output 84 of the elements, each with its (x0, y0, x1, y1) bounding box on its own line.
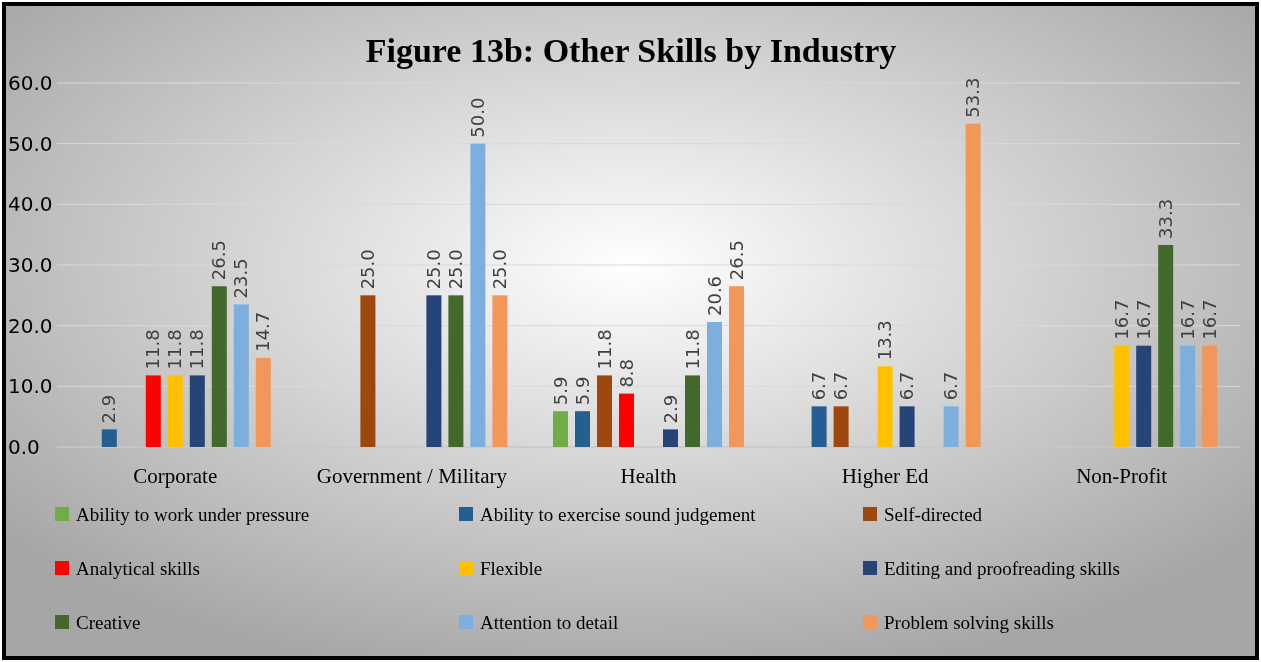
data-label: 25.0 (422, 249, 444, 290)
data-label: 11.8 (681, 329, 703, 370)
bar (1136, 345, 1152, 447)
legend-label: Ability to exercise sound judgement (480, 504, 757, 525)
data-label: 6.7 (830, 371, 852, 401)
data-label: 11.8 (164, 329, 186, 370)
y-tick-label: 60.0 (8, 71, 53, 95)
data-label: 6.7 (940, 371, 962, 401)
bar (189, 375, 205, 447)
legend-label: Analytical skills (76, 558, 201, 579)
bar (167, 375, 183, 447)
data-label: 25.0 (356, 249, 378, 290)
data-label: 2.9 (98, 394, 120, 424)
data-label: 26.5 (725, 240, 747, 281)
bar (685, 375, 700, 447)
y-tick-label: 30.0 (8, 253, 53, 277)
bar (1180, 345, 1196, 447)
data-label: 8.8 (615, 358, 637, 388)
x-tick-label: Health (620, 464, 677, 488)
bar (492, 295, 508, 447)
bar (255, 357, 271, 447)
data-label: 25.0 (444, 249, 466, 290)
data-label: 53.3 (962, 77, 984, 118)
x-tick-label: Non-Profit (1076, 464, 1168, 488)
bar (899, 406, 915, 447)
bar (811, 406, 827, 447)
bar (426, 295, 442, 447)
bar (619, 393, 634, 447)
data-label: 50.0 (466, 97, 488, 138)
data-label: 13.3 (874, 320, 896, 361)
data-label: 5.9 (549, 376, 571, 406)
bar (1158, 244, 1174, 447)
bar (877, 366, 893, 447)
data-label: 6.7 (896, 371, 918, 401)
data-label: 14.7 (252, 311, 274, 352)
legend-label: Attention to detail (480, 612, 619, 633)
legend-label: Ability to work under pressure (76, 504, 310, 525)
legend-label: Editing and proofreading skills (884, 558, 1120, 579)
data-label: 20.6 (703, 275, 725, 317)
bar (575, 411, 590, 447)
bar (470, 143, 486, 447)
data-label: 5.9 (571, 376, 593, 406)
legend-label: Flexible (480, 558, 543, 579)
chart-title: Figure 13b: Other Skills by Industry (365, 32, 897, 69)
bar (707, 322, 722, 447)
bar (145, 375, 161, 447)
data-label: 11.8 (142, 329, 164, 370)
data-label: 11.8 (186, 329, 208, 370)
y-tick-label: 20.0 (8, 313, 53, 338)
x-tick-label: Higher Ed (841, 464, 930, 488)
bar (553, 411, 568, 447)
data-label: 11.8 (593, 329, 615, 370)
data-label: 16.7 (1176, 299, 1198, 340)
legend-label: Creative (76, 612, 141, 633)
data-label: 16.7 (1132, 299, 1154, 340)
data-label: 25.0 (488, 249, 510, 290)
data-label: 23.5 (230, 258, 252, 299)
bar (943, 406, 959, 447)
data-label: 16.7 (1198, 299, 1220, 340)
bar (965, 123, 981, 447)
x-tick-label: Corporate (133, 464, 218, 488)
y-tick-label: 0.0 (8, 435, 40, 459)
bar (833, 406, 849, 447)
bar (663, 429, 678, 447)
bar (360, 295, 376, 447)
legend-label: Problem solving skills (884, 612, 1054, 633)
bar (448, 295, 464, 447)
data-label: 2.9 (659, 394, 681, 424)
bar (233, 304, 249, 447)
data-label: 16.7 (1110, 299, 1132, 340)
bar (597, 375, 612, 447)
data-label: 26.5 (208, 240, 230, 281)
legend-label: Self-directed (884, 504, 983, 525)
y-tick-label: 50.0 (8, 131, 53, 156)
bar (1202, 345, 1218, 447)
y-tick-label: 10.0 (8, 374, 53, 399)
data-label: 6.7 (808, 371, 830, 401)
bar (1114, 345, 1130, 447)
bar (101, 429, 117, 447)
bar (211, 286, 227, 447)
x-tick-label: Government / Military (316, 464, 508, 488)
data-label: 33.3 (1154, 198, 1176, 239)
y-tick-label: 40.0 (8, 192, 53, 217)
bar (729, 286, 744, 447)
